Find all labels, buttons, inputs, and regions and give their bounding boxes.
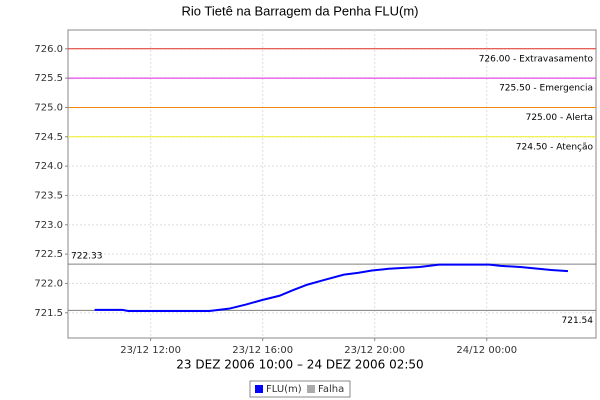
reference-label: 724.50 - Atenção [516,142,594,152]
y-tick-label: 724.0 [34,161,63,172]
legend-swatch [307,385,315,393]
y-tick-label: 721.5 [34,308,63,319]
y-tick-label: 724.5 [34,132,63,143]
reference-label: 725.00 - Alerta [526,113,593,123]
plot-area [67,29,597,339]
legend-label: Falha [318,384,344,395]
data-line [94,263,569,313]
x-axis-title: 23 DEZ 2006 10:00 – 24 DEZ 2006 02:50 [176,358,423,372]
y-tick-label: 723.5 [34,190,63,201]
x-tick-label: 24/12 00:00 [456,345,517,356]
chart-title: Rio Tietê na Barragem da Penha FLU(m) [182,3,419,18]
legend-box [249,380,351,398]
reference-label: 725.50 - Emergencia [499,84,593,94]
y-tick-label: 723.0 [34,220,63,231]
legend-label: FLU(m) [266,384,302,395]
reference-label: 726.00 - Extravasamento [479,54,594,64]
x-tick-label: 23/12 16:00 [232,345,293,356]
y-tick-label: 722.0 [34,278,63,289]
y-tick-label: 722.5 [34,249,63,260]
y-tick-label: 725.5 [34,73,63,84]
x-tick-label: 23/12 20:00 [344,345,405,356]
x-tick-label: 23/12 12:00 [120,345,181,356]
y-tick-label: 725.0 [34,102,63,113]
reference-label: 722.33 [71,252,103,262]
y-tick-label: 726.0 [34,44,63,55]
reference-label: 721.54 [562,316,594,326]
legend-swatch [255,385,263,393]
